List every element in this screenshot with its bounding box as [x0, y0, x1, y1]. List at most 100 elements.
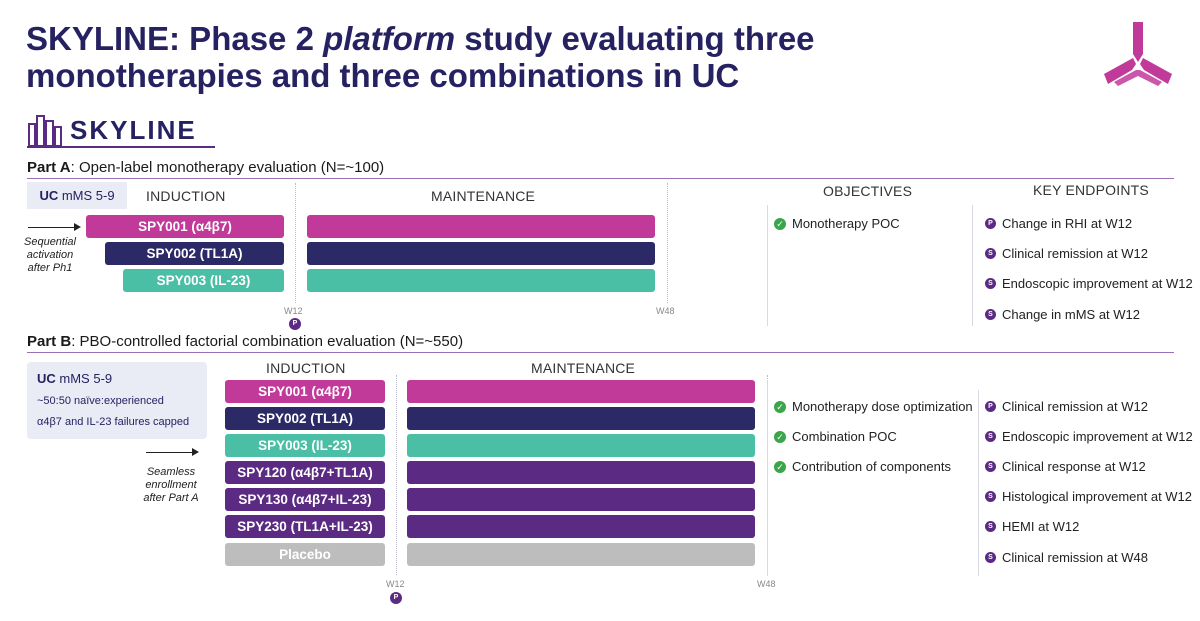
- part-a-w12-line: [295, 183, 296, 303]
- part-b-induction-header: INDUCTION: [266, 360, 346, 376]
- secondary-endpoint-badge-icon: S: [985, 521, 996, 532]
- part-b-maintenance-bar: [407, 543, 755, 566]
- part-a-endpoint: S Change in mMS at W12: [985, 307, 1140, 322]
- part-a-maintenance-header: MAINTENANCE: [431, 188, 536, 204]
- part-a-arrow-head-icon: [74, 223, 81, 231]
- part-a-endpoint: S Endoscopic improvement at W12: [985, 276, 1193, 291]
- part-b-arm-bar: SPY001 (α4β7): [225, 380, 385, 403]
- part-b-objective-text: Contribution of components: [792, 459, 951, 474]
- part-a-endpoint-text: Endoscopic improvement at W12: [1002, 276, 1193, 291]
- part-a-endpoint-text: Change in RHI at W12: [1002, 216, 1133, 231]
- part-b-maintenance-bar: [407, 407, 755, 430]
- part-b-objective: ✓ Contribution of components: [774, 459, 951, 474]
- part-a-label-rest: : Open-label monotherapy evaluation (N=~…: [70, 159, 385, 176]
- part-b-maintenance-header: MAINTENANCE: [531, 360, 636, 376]
- part-a-w48-label: W48: [656, 306, 675, 316]
- part-b-population-box: UC mMS 5-9 ~50:50 naïve:experienced α4β7…: [27, 362, 207, 439]
- part-a-separator: [767, 205, 768, 326]
- part-b-endpoint-text: Clinical remission at W12: [1002, 399, 1148, 414]
- part-b-uc-line: UC mMS 5-9: [37, 371, 112, 386]
- part-a-objective: ✓ Monotherapy POC: [774, 216, 900, 231]
- part-a-arm-bar: SPY002 (TL1A): [105, 242, 284, 265]
- part-b-maintenance-bar: [407, 515, 755, 538]
- part-a-population-box: UC mMS 5-9: [27, 182, 127, 209]
- company-logo-icon: [1104, 22, 1172, 86]
- part-b-arm-bar: SPY120 (α4β7+TL1A): [225, 461, 385, 484]
- part-b-endpoint: S Endoscopic improvement at W12: [985, 429, 1193, 444]
- part-b-arrow-head-icon: [192, 448, 199, 456]
- primary-endpoint-badge-icon: P: [985, 218, 996, 229]
- part-b-label-bold: Part B: [27, 333, 72, 350]
- skyline-logo-text: SKYLINE: [70, 115, 197, 145]
- part-b-endpoint-text: Histological improvement at W12: [1002, 489, 1193, 504]
- part-b-endpoint: S Clinical response at W12: [985, 459, 1146, 474]
- check-icon: ✓: [774, 430, 786, 443]
- part-b-endpoint-text: Endoscopic improvement at W12: [1002, 429, 1193, 444]
- part-a-note-line: after Ph1: [27, 262, 73, 274]
- part-b-endpoint: S Clinical remission at W48: [985, 550, 1148, 565]
- part-b-arm-bar: Placebo: [225, 543, 385, 566]
- part-b-uc-line2: ~50:50 naïve:experienced: [37, 395, 164, 407]
- part-a-label: Part A: Open-label monotherapy evaluatio…: [27, 159, 384, 176]
- part-b-maintenance-bar: [407, 461, 755, 484]
- part-a-primary-badge-icon: P: [289, 318, 301, 330]
- part-a-note-line: activation: [26, 249, 74, 261]
- part-a-arrow-line: [28, 227, 76, 228]
- secondary-endpoint-badge-icon: S: [985, 431, 996, 442]
- part-b-note-line: enrollment: [145, 479, 197, 491]
- part-a-endpoint: P Change in RHI at W12: [985, 216, 1132, 231]
- part-a-endpoints-header: KEY ENDPOINTS: [1033, 182, 1149, 198]
- part-b-endpoint-text: Clinical response at W12: [1002, 459, 1146, 474]
- secondary-endpoint-badge-icon: S: [985, 309, 996, 320]
- part-b-objective-text: Monotherapy dose optimization: [792, 399, 973, 414]
- title-text-italic: platform: [323, 20, 456, 57]
- part-b-objective: ✓ Monotherapy dose optimization: [774, 399, 973, 414]
- part-b-maintenance-bar: [407, 434, 755, 457]
- part-b-arm-bar: SPY002 (TL1A): [225, 407, 385, 430]
- part-a-w48-line: [667, 183, 668, 303]
- part-a-endpoint: S Clinical remission at W12: [985, 246, 1148, 261]
- part-a-maintenance-bar: [307, 215, 655, 238]
- part-b-endpoint-text: HEMI at W12: [1002, 519, 1080, 534]
- part-b-endpoint: S Histological improvement at W12: [985, 489, 1192, 504]
- part-b-objective-text: Combination POC: [792, 429, 897, 444]
- part-a-endpoint-text: Clinical remission at W12: [1002, 246, 1148, 261]
- part-a-separator: [972, 205, 973, 326]
- part-a-w12-label: W12: [284, 306, 303, 316]
- part-b-w12-line: [396, 375, 397, 575]
- part-b-primary-badge-icon: P: [390, 592, 402, 604]
- secondary-endpoint-badge-icon: S: [985, 278, 996, 289]
- part-b-arm-bar: SPY230 (TL1A+IL-23): [225, 515, 385, 538]
- part-a-arm-bar: SPY001 (α4β7): [86, 215, 284, 238]
- part-a-maintenance-bar: [307, 242, 655, 265]
- part-a-maintenance-bar: [307, 269, 655, 292]
- part-a-induction-header: INDUCTION: [146, 188, 226, 204]
- part-b-note: Seamless enrollment after Part A: [134, 466, 208, 505]
- part-b-separator: [767, 380, 768, 576]
- part-b-endpoint: P Clinical remission at W12: [985, 399, 1148, 414]
- part-b-endpoint: S HEMI at W12: [985, 519, 1079, 534]
- check-icon: ✓: [774, 217, 786, 230]
- part-b-label-rest: : PBO-controlled factorial combination e…: [71, 333, 464, 350]
- part-b-separator: [978, 390, 979, 576]
- part-b-uc-line3: α4β7 and IL-23 failures capped: [37, 416, 190, 428]
- part-a-objectives-header: OBJECTIVES: [823, 183, 913, 199]
- part-a-divider: [27, 178, 1174, 179]
- page-title: SKYLINE: Phase 2 platform study evaluati…: [26, 20, 1046, 94]
- title-text-suffix: study evaluating three monotherapies and…: [26, 20, 815, 94]
- part-a-objective-text: Monotherapy POC: [792, 216, 900, 231]
- secondary-endpoint-badge-icon: S: [985, 491, 996, 502]
- part-b-uc-bold: UC: [37, 371, 56, 386]
- part-b-arm-bar: SPY003 (IL-23): [225, 434, 385, 457]
- part-b-label: Part B: PBO-controlled factorial combina…: [27, 333, 463, 350]
- part-a-note: Sequential activation after Ph1: [18, 236, 82, 275]
- part-a-note-line: Sequential: [24, 236, 76, 248]
- part-b-objective: ✓ Combination POC: [774, 429, 897, 444]
- part-a-uc-bold: UC: [39, 188, 59, 203]
- secondary-endpoint-badge-icon: S: [985, 248, 996, 259]
- part-b-note-line: Seamless: [146, 466, 196, 478]
- part-b-divider: [27, 352, 1174, 353]
- primary-endpoint-badge-icon: P: [985, 401, 996, 412]
- part-a-label-bold: Part A: [27, 159, 71, 176]
- part-a-arm-bar: SPY003 (IL-23): [123, 269, 284, 292]
